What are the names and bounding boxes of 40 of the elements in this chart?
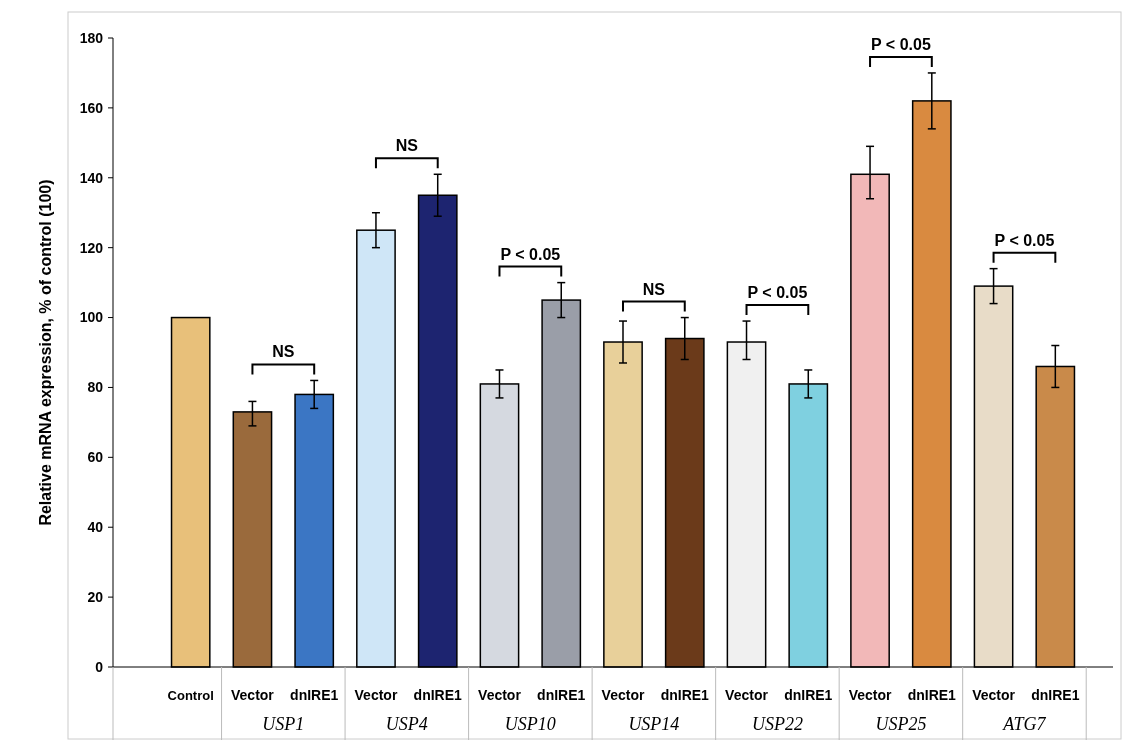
annotation: NS: [395, 137, 419, 155]
annotation: NS: [272, 343, 295, 361]
annotation: P < 0.05: [994, 231, 1055, 249]
x-tick-label: Vector: [231, 687, 275, 703]
text: USP10: [504, 714, 556, 734]
annotation: P < 0.05: [871, 35, 931, 53]
x-tick-label: dnIRE1: [907, 687, 957, 703]
y-tick-label: 180: [79, 29, 104, 46]
y-tick-label: 120: [79, 239, 104, 256]
x-tick-label: Vector: [354, 687, 398, 703]
x-tick-label: Vector: [478, 687, 522, 703]
y-tick-label: 100: [79, 309, 104, 326]
text: USP22: [751, 714, 803, 734]
text: USP25: [875, 714, 927, 734]
y-tick-label: 160: [79, 99, 104, 116]
x-tick-label: dnIRE1: [784, 687, 833, 703]
y-tick-label: 40: [87, 519, 104, 536]
y-tick-label: 60: [87, 449, 104, 466]
x-tick-label: dnIRE1: [1031, 687, 1080, 703]
x-tick-label: dnIRE1: [660, 687, 710, 703]
y-tick-label: 20: [87, 589, 104, 606]
x-tick-label: Control: [167, 688, 214, 703]
y-tick-label: 140: [79, 169, 104, 186]
x-tick-label: Vector: [972, 687, 1016, 703]
x-tick-label: Vector: [601, 687, 645, 703]
x-tick-label: Vector: [848, 687, 892, 703]
x-tick-label: dnIRE1: [537, 687, 586, 703]
y-tick-label: 0: [95, 658, 104, 675]
text: USP1: [262, 714, 305, 734]
x-tick-label: dnIRE1: [290, 687, 339, 703]
text: USP14: [628, 714, 680, 734]
x-tick-label: dnIRE1: [413, 687, 463, 703]
text: ATG7: [1002, 714, 1047, 734]
y-axis-title: Relative mRNA expression, % of control (100): [37, 179, 54, 526]
x-tick-label: Vector: [725, 687, 769, 703]
y-tick-label: 80: [87, 379, 104, 396]
text: USP4: [385, 714, 428, 734]
annotation: P < 0.05: [500, 245, 561, 263]
annotation: P < 0.05: [747, 284, 808, 302]
annotation: NS: [642, 280, 666, 298]
